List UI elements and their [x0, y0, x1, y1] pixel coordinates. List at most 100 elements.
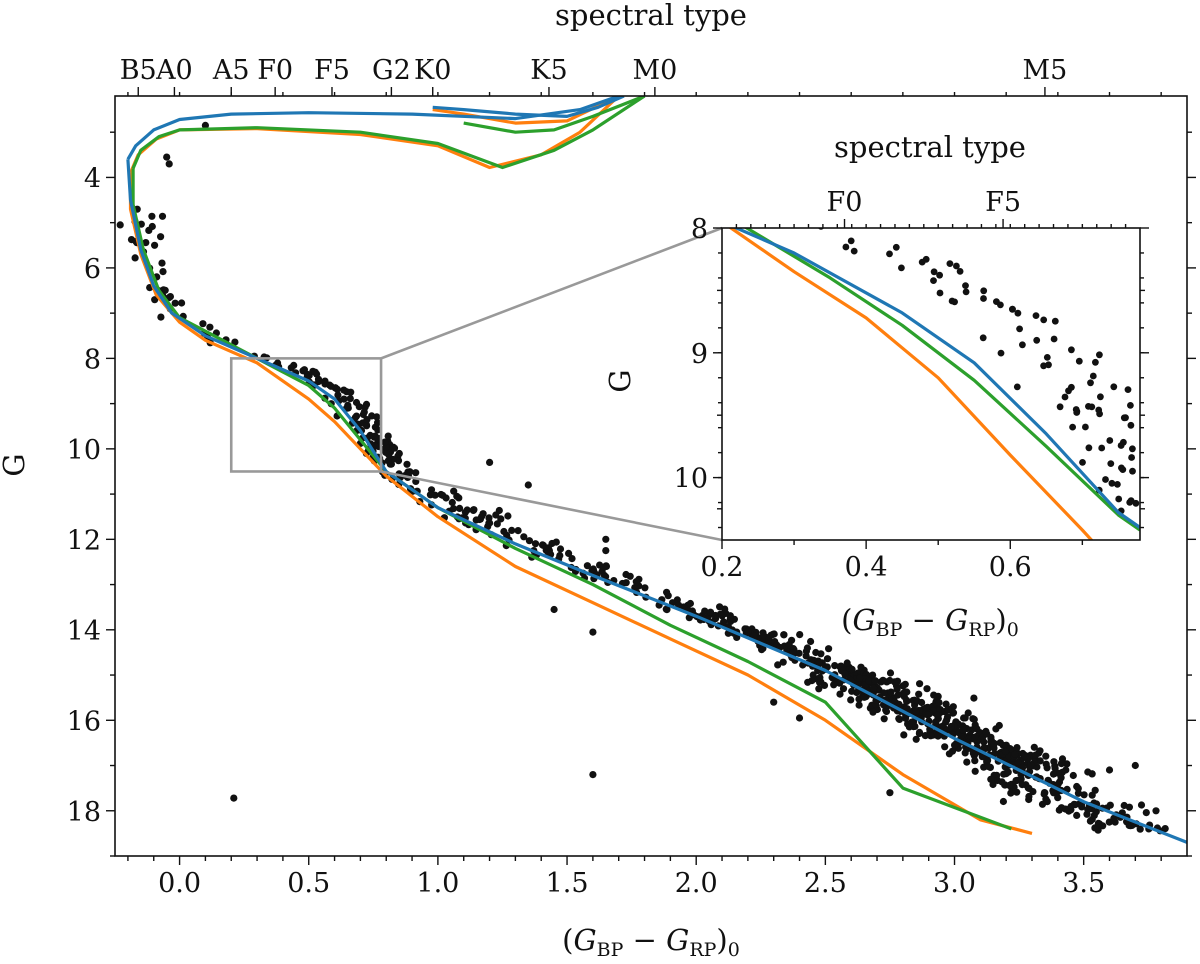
inset-plot-frame [721, 227, 1141, 541]
star-point [531, 540, 540, 548]
star-point [1036, 757, 1044, 765]
star-point [785, 641, 793, 649]
star-point [856, 674, 864, 683]
star-point [769, 630, 777, 639]
star-point [456, 504, 464, 512]
star-point [663, 605, 671, 613]
star-point [1088, 770, 1096, 778]
star-point [374, 426, 382, 434]
star-point [869, 708, 877, 716]
inset-star-point [1108, 479, 1116, 487]
inset-star-point [847, 237, 855, 245]
star-point [347, 388, 355, 396]
star-point [602, 547, 610, 555]
star-point [287, 364, 295, 372]
star-point [1011, 750, 1019, 758]
isochrone-blue [126, 96, 620, 161]
star-point [158, 259, 166, 267]
inset-star-point [1102, 476, 1109, 483]
inset-star-point [1097, 393, 1104, 401]
star-point [1049, 770, 1058, 778]
star-point [770, 698, 778, 706]
isochrone-green [131, 168, 1012, 831]
star-point [142, 239, 150, 247]
star-point [871, 677, 879, 685]
main-x-tick-label: 1.5 [546, 868, 589, 899]
inset-star-point [1040, 316, 1048, 324]
main-x-tick-label: 1.0 [416, 868, 459, 899]
star-point [961, 714, 969, 722]
star-point [789, 649, 798, 657]
star-point [321, 380, 329, 388]
inset-spectral-label: F0 [827, 187, 863, 218]
main-y-tick-label: 4 [84, 163, 101, 194]
star-point [995, 721, 1003, 730]
star-point [999, 797, 1008, 806]
star-point [706, 608, 715, 616]
inset-star-point [1032, 312, 1040, 319]
star-point [816, 673, 824, 682]
inset-top-axis-label: spectral type [834, 130, 1026, 164]
star-point [963, 758, 971, 766]
star-point [384, 432, 392, 440]
star-point [520, 533, 528, 541]
inset-star-point [918, 258, 926, 266]
inset-y-axis-label: G [603, 369, 637, 392]
star-point [1136, 825, 1144, 833]
star-point [497, 515, 505, 523]
star-point [1084, 806, 1092, 814]
star-point [340, 395, 348, 403]
star-point [340, 386, 348, 394]
star-point [918, 698, 926, 707]
star-point [492, 511, 500, 519]
star-point [1128, 821, 1136, 830]
star-point [373, 413, 381, 421]
star-point [363, 416, 371, 424]
star-point [815, 685, 823, 693]
inset-star-point [1117, 442, 1125, 449]
star-point [912, 707, 920, 715]
star-point [860, 693, 868, 701]
inset-star-point [810, 221, 817, 228]
inset-star-point [1122, 414, 1129, 422]
star-point [959, 726, 967, 734]
star-point [395, 449, 403, 458]
main-spectral-label: G2 [372, 55, 411, 86]
star-point [1086, 817, 1094, 825]
star-point [984, 762, 992, 771]
star-point [944, 705, 952, 713]
inset-y-tick-label: 8 [691, 214, 708, 245]
star-point [865, 677, 873, 685]
star-point [352, 398, 361, 407]
star-point [632, 578, 640, 586]
star-point [201, 121, 209, 129]
star-point [1062, 766, 1070, 774]
main-y-tick-label: 14 [67, 616, 101, 647]
star-point [381, 438, 389, 446]
inset-star-point [980, 287, 988, 295]
star-point [922, 704, 930, 712]
main-spectral-label: A0 [155, 55, 193, 86]
main-spectral-label: F0 [257, 55, 293, 86]
star-point [148, 212, 156, 220]
inset-star-point [1088, 403, 1096, 411]
inset-star-point [956, 268, 964, 275]
star-point [841, 670, 849, 678]
isochrone-orange [128, 172, 1033, 835]
star-point [589, 771, 597, 779]
inset-star-point [1013, 383, 1021, 391]
star-point [1105, 766, 1114, 774]
star-point [663, 588, 671, 596]
star-point [980, 743, 988, 752]
inset-axis-ticks: 0.2 0.4 0.6 8 9 10 F0 F5 [674, 187, 1149, 583]
star-point [886, 669, 895, 677]
main-x-tick-label: 3.5 [1062, 868, 1105, 899]
inset-star-point [1033, 336, 1041, 344]
star-point [442, 494, 450, 502]
star-point [1073, 811, 1081, 820]
star-point [469, 506, 477, 514]
star-point [970, 715, 978, 724]
star-point [1017, 775, 1025, 783]
star-point [390, 444, 399, 452]
inset-star-point [979, 334, 987, 342]
